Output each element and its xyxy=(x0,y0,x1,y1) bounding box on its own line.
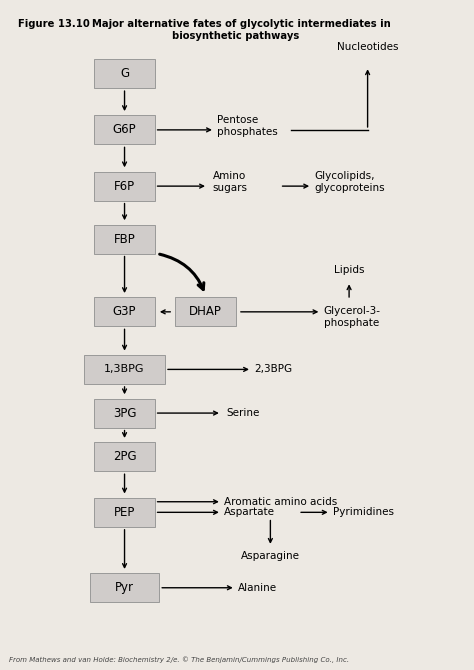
FancyBboxPatch shape xyxy=(84,355,165,384)
FancyBboxPatch shape xyxy=(94,172,155,201)
Text: PEP: PEP xyxy=(114,506,135,519)
FancyBboxPatch shape xyxy=(94,115,155,145)
Text: Alanine: Alanine xyxy=(238,583,277,593)
Text: 1,3BPG: 1,3BPG xyxy=(104,364,145,375)
Text: Aspartate: Aspartate xyxy=(224,507,275,517)
FancyBboxPatch shape xyxy=(94,442,155,471)
FancyBboxPatch shape xyxy=(90,574,159,602)
Text: Aromatic amino acids: Aromatic amino acids xyxy=(224,496,337,507)
Text: Major alternative fates of glycolytic intermediates in: Major alternative fates of glycolytic in… xyxy=(85,19,391,29)
Text: Pyrimidines: Pyrimidines xyxy=(333,507,394,517)
Text: 2PG: 2PG xyxy=(113,450,137,463)
Text: FBP: FBP xyxy=(114,232,136,246)
Text: From Mathews and van Holde: Biochemistry 2/e. © The Benjamin/Cummings Publishing: From Mathews and van Holde: Biochemistry… xyxy=(9,656,349,663)
Text: Glycolipids,
glycoproteins: Glycolipids, glycoproteins xyxy=(314,171,385,194)
Text: G3P: G3P xyxy=(113,306,137,318)
Text: Figure 13.10: Figure 13.10 xyxy=(18,19,90,29)
FancyBboxPatch shape xyxy=(94,498,155,527)
FancyBboxPatch shape xyxy=(175,297,236,326)
Text: Glycerol-3-
phosphate: Glycerol-3- phosphate xyxy=(324,306,381,328)
Text: Pentose
phosphates: Pentose phosphates xyxy=(217,115,278,137)
Text: Amino
sugars: Amino sugars xyxy=(212,171,247,194)
Text: DHAP: DHAP xyxy=(189,306,222,318)
Text: Asparagine: Asparagine xyxy=(241,551,300,561)
FancyBboxPatch shape xyxy=(94,399,155,427)
Text: Serine: Serine xyxy=(227,408,260,418)
Text: G: G xyxy=(120,67,129,80)
FancyBboxPatch shape xyxy=(94,224,155,254)
FancyBboxPatch shape xyxy=(94,297,155,326)
Text: Nucleotides: Nucleotides xyxy=(337,42,398,52)
Text: 2,3BPG: 2,3BPG xyxy=(254,364,292,375)
Text: Pyr: Pyr xyxy=(115,582,134,594)
Text: biosynthetic pathways: biosynthetic pathways xyxy=(172,31,299,41)
FancyBboxPatch shape xyxy=(94,59,155,88)
Text: G6P: G6P xyxy=(113,123,137,137)
Text: F6P: F6P xyxy=(114,180,135,193)
Text: 3PG: 3PG xyxy=(113,407,137,419)
Text: Lipids: Lipids xyxy=(334,265,365,275)
